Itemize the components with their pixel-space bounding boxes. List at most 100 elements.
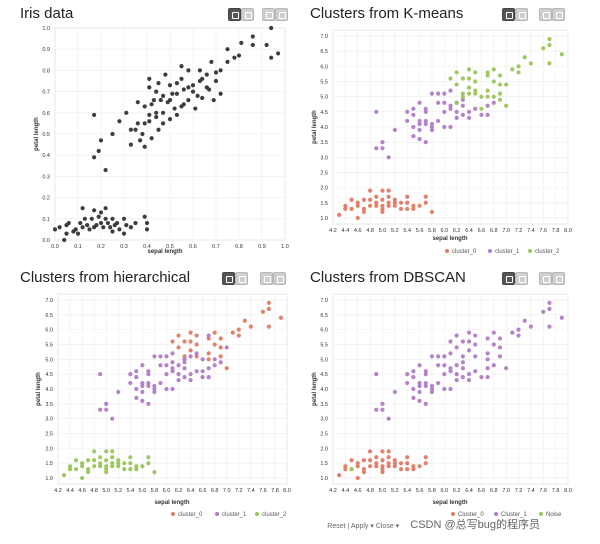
data-point[interactable] (134, 464, 139, 469)
data-point[interactable] (547, 306, 552, 311)
data-point[interactable] (190, 89, 196, 94)
data-point[interactable] (392, 461, 397, 466)
data-point[interactable] (460, 375, 465, 380)
data-point[interactable] (110, 216, 115, 221)
data-point[interactable] (52, 227, 58, 232)
data-point[interactable] (516, 327, 521, 332)
data-point[interactable] (392, 200, 397, 205)
data-point[interactable] (473, 354, 478, 359)
data-point[interactable] (460, 339, 465, 344)
data-point[interactable] (151, 97, 156, 103)
data-point[interactable] (209, 59, 214, 65)
data-point[interactable] (454, 115, 459, 121)
data-point[interactable] (158, 380, 163, 386)
data-point[interactable] (429, 124, 435, 130)
data-point[interactable] (448, 88, 453, 93)
data-point[interactable] (528, 61, 533, 66)
data-point[interactable] (454, 345, 459, 350)
data-point[interactable] (230, 330, 235, 335)
data-point[interactable] (206, 366, 211, 371)
data-point[interactable] (186, 85, 191, 90)
data-point[interactable] (200, 357, 205, 362)
data-point[interactable] (152, 354, 157, 359)
data-point[interactable] (206, 375, 211, 380)
data-point[interactable] (96, 214, 101, 219)
data-point[interactable] (448, 339, 453, 344)
data-point[interactable] (128, 455, 133, 460)
data-point[interactable] (398, 206, 404, 211)
data-point[interactable] (516, 70, 521, 75)
toolbar-status-text[interactable]: Reset | Apply ▾ Close ▾ (327, 523, 400, 530)
data-point[interactable] (485, 357, 490, 362)
data-point[interactable] (547, 43, 552, 48)
legend-label[interactable]: Cluster_1 (501, 512, 527, 518)
data-point[interactable] (349, 197, 354, 202)
data-point[interactable] (368, 188, 373, 193)
data-point[interactable] (380, 407, 385, 412)
data-point[interactable] (473, 106, 478, 111)
data-point[interactable] (98, 138, 104, 143)
data-point[interactable] (200, 375, 205, 380)
data-point[interactable] (423, 109, 428, 114)
data-point[interactable] (200, 76, 205, 81)
data-point[interactable] (485, 375, 490, 380)
data-point[interactable] (104, 458, 109, 463)
data-point[interactable] (128, 142, 133, 147)
data-point[interactable] (164, 386, 169, 392)
data-point[interactable] (491, 100, 496, 105)
data-point[interactable] (144, 227, 150, 232)
data-point[interactable] (116, 464, 121, 469)
data-point[interactable] (411, 395, 416, 401)
data-point[interactable] (504, 103, 509, 108)
data-point[interactable] (98, 407, 103, 412)
data-point[interactable] (417, 137, 422, 142)
data-point[interactable] (374, 455, 379, 460)
data-point[interactable] (170, 351, 175, 356)
data-point[interactable] (213, 70, 219, 75)
data-point[interactable] (236, 333, 241, 338)
data-point[interactable] (64, 231, 69, 236)
data-point[interactable] (497, 91, 503, 96)
data-point[interactable] (94, 223, 99, 228)
data-point[interactable] (121, 216, 127, 221)
data-point[interactable] (174, 91, 179, 96)
data-point[interactable] (411, 386, 416, 392)
data-point[interactable] (85, 223, 90, 228)
data-point[interactable] (417, 363, 422, 368)
data-point[interactable] (398, 461, 404, 466)
data-point[interactable] (225, 59, 230, 65)
data-point[interactable] (522, 318, 527, 323)
data-point[interactable] (164, 372, 169, 377)
data-point[interactable] (485, 73, 490, 78)
data-point[interactable] (442, 100, 447, 105)
data-point[interactable] (442, 386, 447, 392)
data-point[interactable] (179, 64, 184, 69)
data-point[interactable] (423, 383, 428, 389)
data-point[interactable] (269, 25, 274, 31)
data-point[interactable] (386, 464, 391, 469)
data-point[interactable] (149, 136, 154, 141)
data-point[interactable] (386, 194, 391, 199)
data-point[interactable] (343, 467, 348, 472)
data-point[interactable] (411, 133, 416, 139)
data-point[interactable] (392, 197, 397, 202)
legend-label[interactable]: cluster_0 (178, 512, 203, 518)
data-point[interactable] (423, 369, 428, 374)
data-point[interactable] (140, 131, 145, 137)
data-point[interactable] (212, 342, 217, 347)
data-point[interactable] (218, 354, 223, 359)
data-point[interactable] (92, 208, 97, 213)
data-point[interactable] (146, 455, 151, 460)
data-point[interactable] (212, 357, 217, 362)
data-point[interactable] (497, 82, 503, 87)
data-point[interactable] (266, 306, 272, 311)
data-point[interactable] (122, 461, 127, 466)
data-point[interactable] (146, 461, 151, 466)
data-point[interactable] (405, 467, 410, 472)
data-point[interactable] (466, 372, 472, 377)
data-point[interactable] (188, 354, 193, 359)
data-point[interactable] (485, 351, 490, 356)
data-point[interactable] (417, 464, 422, 469)
data-point[interactable] (92, 458, 97, 463)
data-point[interactable] (80, 206, 85, 211)
